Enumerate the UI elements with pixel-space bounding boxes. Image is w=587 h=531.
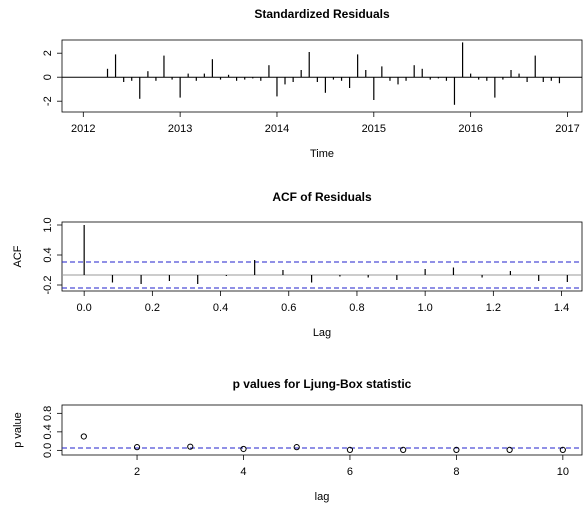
point <box>293 444 300 451</box>
x-tick-label: 0.6 <box>281 302 296 314</box>
y-tick-label: 0.4 <box>42 424 54 439</box>
x-tick-label: 2014 <box>265 123 289 135</box>
chart-title: ACF of Residuals <box>272 190 372 204</box>
plot-frame <box>61 221 583 292</box>
x-tick-label: 0.0 <box>77 302 92 314</box>
x-tick-label: 10 <box>557 466 569 478</box>
point <box>133 444 141 451</box>
point <box>187 443 194 450</box>
x-tick-label: 4 <box>240 466 246 478</box>
y-tick-label: 1.0 <box>42 217 54 232</box>
y-tick-label: -0.2 <box>42 276 54 295</box>
point <box>346 446 354 454</box>
x-tick-label: 2 <box>134 466 140 478</box>
y-axis-label: ACF <box>12 245 24 267</box>
x-tick-label: 0.2 <box>145 302 160 314</box>
x-tick-label: 2016 <box>458 123 482 135</box>
x-axis-label: Time <box>310 148 334 160</box>
y-tick-label: 0 <box>42 74 54 80</box>
point <box>453 446 460 454</box>
chart-title: Standardized Residuals <box>254 7 390 21</box>
x-axis-label: lag <box>315 491 330 503</box>
x-tick-label: 1.4 <box>554 302 569 314</box>
point <box>559 446 566 454</box>
point <box>400 446 407 454</box>
x-tick-label: 1.2 <box>486 302 501 314</box>
point <box>506 446 513 454</box>
x-tick-label: 8 <box>453 466 459 478</box>
point <box>80 433 87 440</box>
plot-frame <box>61 39 583 113</box>
y-axis-label: p value <box>12 412 24 447</box>
y-tick-label: 2 <box>42 50 54 56</box>
x-tick-label: 0.8 <box>349 302 364 314</box>
chart-title: p values for Ljung-Box statistic <box>233 377 412 391</box>
x-tick-label: 2013 <box>168 123 192 135</box>
x-tick-label: 0.4 <box>213 302 228 314</box>
x-tick-label: 2017 <box>555 123 579 135</box>
x-tick-label: 2015 <box>362 123 386 135</box>
x-tick-label: 1.0 <box>417 302 432 314</box>
y-tick-label: 0.0 <box>42 443 54 458</box>
y-tick-label: 0.4 <box>42 247 54 262</box>
point <box>240 445 247 453</box>
y-tick-label: -2 <box>42 96 54 106</box>
x-tick-label: 6 <box>347 466 353 478</box>
plot-frame <box>61 404 583 456</box>
x-tick-label: 2012 <box>71 123 95 135</box>
x-axis-label: Lag <box>313 327 331 339</box>
y-tick-label: 0.8 <box>42 406 54 421</box>
